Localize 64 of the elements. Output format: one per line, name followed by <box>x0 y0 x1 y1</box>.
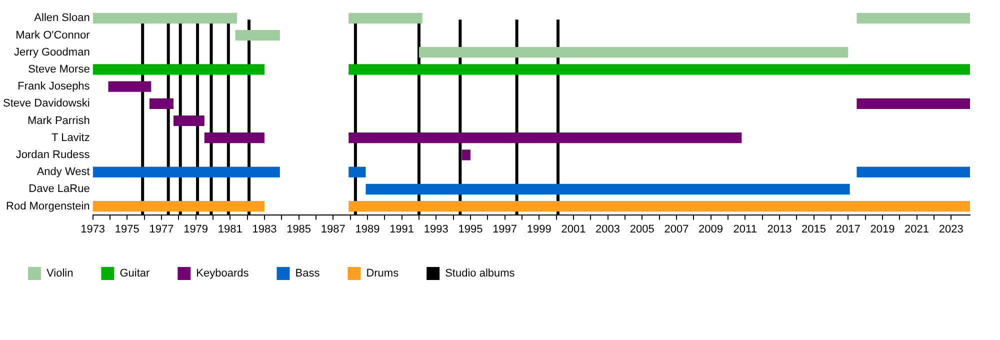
bar <box>366 184 850 194</box>
bar <box>149 98 174 109</box>
bar <box>348 12 422 24</box>
x-tick-label: 1987 <box>320 223 346 236</box>
y-tick-label: Jerry Goodman <box>14 46 90 58</box>
bar <box>348 64 970 75</box>
bar <box>348 200 970 212</box>
x-tick-label: 1993 <box>424 223 448 236</box>
y-tick-label: Steve Morse <box>28 63 90 76</box>
x-tick-label: 1999 <box>526 223 552 236</box>
legend-label: Studio albums <box>445 268 516 280</box>
y-tick-label: T Lavitz <box>52 132 90 144</box>
y-tick-label: Mark Parrish <box>27 114 90 127</box>
legend-label: Drums <box>366 268 400 280</box>
bar <box>348 166 366 178</box>
y-tick-label: Dave LaRue <box>28 183 90 196</box>
x-tick-label: 1991 <box>390 223 414 236</box>
y-tick-label: Andy West <box>36 166 90 178</box>
legend-label: Violin <box>46 268 74 280</box>
x-tick-label: 1985 <box>286 223 312 236</box>
x-tick-label: 2001 <box>561 223 586 236</box>
x-tick-label: 2013 <box>767 223 792 236</box>
bar <box>462 150 470 160</box>
x-tick-label: 1977 <box>149 223 174 236</box>
y-tick-label: Mark O'Connor <box>16 29 90 42</box>
legend-label: Keyboards <box>196 268 250 280</box>
legend-label: Bass <box>295 268 320 280</box>
bar <box>92 166 280 178</box>
x-tick-label: 1975 <box>114 223 140 236</box>
x-tick-label: 1997 <box>492 223 518 236</box>
x-tick-label: 2011 <box>733 223 757 236</box>
y-tick-label: Jordan Rudess <box>16 148 90 161</box>
y-tick-label: Allen Sloan <box>34 12 90 24</box>
bar <box>92 64 264 75</box>
x-tick-label: 2005 <box>630 223 654 236</box>
x-tick-label: 1981 <box>218 223 242 236</box>
bar <box>92 12 238 24</box>
x-tick-label: 2009 <box>698 223 724 236</box>
x-tick-label: 2007 <box>664 223 689 236</box>
x-tick-label: 2015 <box>802 223 826 236</box>
y-tick-label: Rod Morgenstein <box>6 200 90 212</box>
bar <box>418 47 848 58</box>
bar <box>173 115 204 126</box>
x-tick-label: 2021 <box>904 223 930 236</box>
x-tick-label: 2003 <box>596 223 620 236</box>
bar <box>856 166 970 178</box>
bar <box>856 98 970 109</box>
x-tick-label: 2017 <box>836 223 860 236</box>
bar <box>108 81 152 92</box>
x-tick-label: 1989 <box>355 223 380 236</box>
x-tick-label: 2023 <box>938 223 964 236</box>
x-tick-label: 1995 <box>458 223 483 236</box>
x-tick-label: 1983 <box>252 223 277 236</box>
bar <box>348 132 742 144</box>
bar <box>856 12 970 24</box>
x-tick-label: 1973 <box>80 223 106 236</box>
x-tick-label: 1979 <box>184 223 208 236</box>
bar <box>235 30 280 41</box>
x-tick-label: 2019 <box>870 223 895 236</box>
bar <box>204 132 264 144</box>
legend-label: Guitar <box>120 268 150 280</box>
y-tick-label: Frank Josephs <box>18 80 90 93</box>
y-tick-label: Steve Davidowski <box>2 98 90 110</box>
bar <box>92 200 264 212</box>
